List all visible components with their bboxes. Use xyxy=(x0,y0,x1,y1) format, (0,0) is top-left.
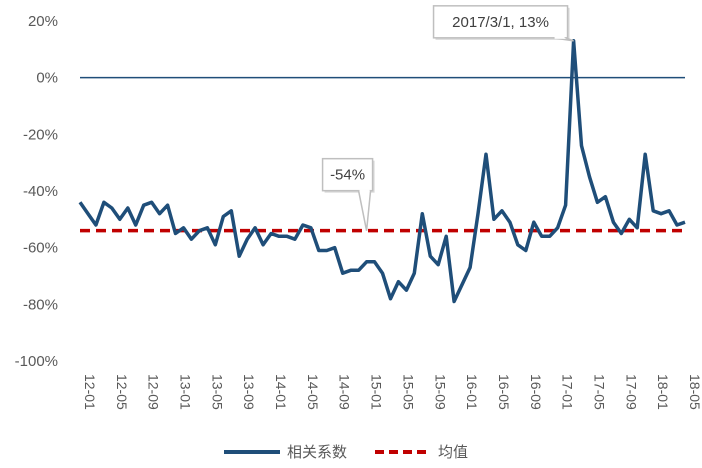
callout: 2017/3/1, 13% xyxy=(432,5,574,42)
x-tick-label: 16-09 xyxy=(528,374,544,410)
legend-label-correlation: 相关系数 xyxy=(287,443,347,461)
y-tick-label: -100% xyxy=(15,353,58,370)
x-tick-label: 13-05 xyxy=(209,374,225,410)
y-tick-label: -60% xyxy=(23,240,58,257)
x-tick-label: 15-05 xyxy=(400,374,416,410)
callout-pointer xyxy=(357,190,372,231)
callout-box xyxy=(321,157,374,192)
x-tick-label: 18-01 xyxy=(655,374,671,410)
callout-label: -54% xyxy=(330,167,365,184)
x-tick-label: 12-05 xyxy=(114,374,130,410)
x-tick-label: 12-09 xyxy=(146,374,162,410)
x-tick-label: 14-09 xyxy=(337,374,353,410)
x-tick-label: 18-05 xyxy=(687,374,702,410)
y-tick-label: 0% xyxy=(36,70,58,87)
y-axis: 20% 0% -20% -40% -60% -80% -100% xyxy=(15,13,58,370)
x-tick-label: 17-05 xyxy=(591,374,607,410)
series-line-correlation xyxy=(78,39,686,304)
y-tick-label: -20% xyxy=(23,126,58,143)
y-tick-label: 20% xyxy=(28,13,58,30)
callout-label: 2017/3/1, 13% xyxy=(452,14,549,31)
x-tick-label: 15-01 xyxy=(369,374,385,410)
x-tick-label: 17-01 xyxy=(560,374,576,410)
legend-label-mean: 均值 xyxy=(438,443,468,461)
x-tick-label: 16-05 xyxy=(496,374,512,410)
x-tick-label: 16-01 xyxy=(464,374,480,410)
x-tick-label: 12-01 xyxy=(82,374,98,410)
x-tick-label: 13-01 xyxy=(178,374,194,410)
x-tick-label: 14-05 xyxy=(305,374,321,410)
callout-box xyxy=(432,5,569,39)
x-tick-label: 15-09 xyxy=(432,374,448,410)
callouts: 2017/3/1, 13% -54% xyxy=(321,5,574,231)
y-tick-label: -40% xyxy=(23,183,58,200)
x-tick-label: 13-09 xyxy=(241,374,257,410)
y-tick-label: -80% xyxy=(23,296,58,313)
x-tick-label: 17-09 xyxy=(623,374,639,410)
callout: -54% xyxy=(321,157,375,231)
x-tick-label: 14-01 xyxy=(273,374,289,410)
x-axis: 12-01 12-05 12-09 13-01 13-05 13-09 14-01 14-05… xyxy=(82,374,702,410)
legend: 相关系数 均值 xyxy=(224,443,468,461)
